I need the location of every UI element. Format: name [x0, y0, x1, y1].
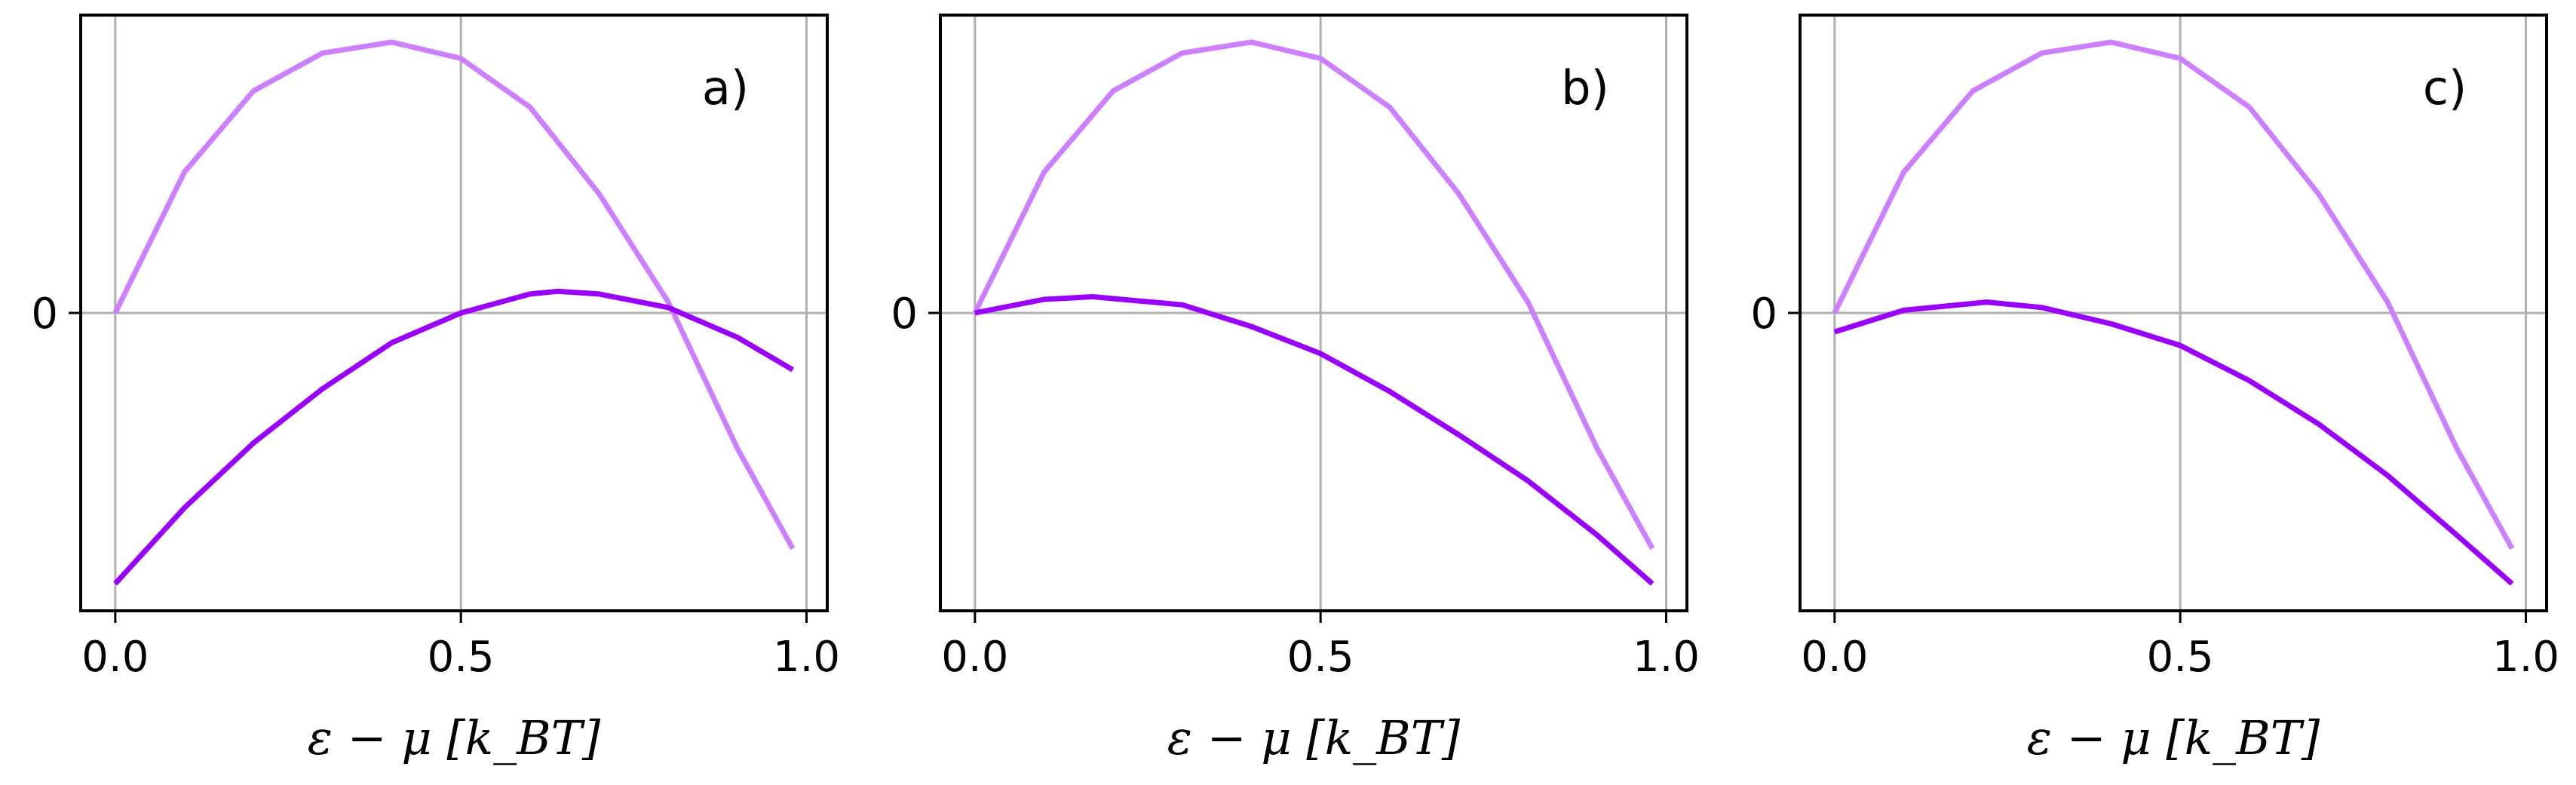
y-tick-label: 0 — [31, 290, 58, 339]
x-tick-label: 0.5 — [2147, 633, 2214, 682]
x-tick-label: 1.0 — [1633, 633, 1700, 682]
series-line-1 — [1832, 39, 2515, 550]
y-tick-label: 0 — [1750, 290, 1777, 339]
x-axis-label: ε − μ [k_BT] — [2027, 710, 2320, 765]
panel-3: 0.0 0.5 1.0 0 c) ε − μ [k_BT] — [1750, 14, 2559, 765]
x-axis-label: ε − μ [k_BT] — [1167, 710, 1461, 765]
panel-2: 0.0 0.5 1.0 0 b) ε − μ [k_BT] — [891, 14, 1700, 765]
panel-1: 0.0 0.5 1.0 0 a) ε − μ [k_BT] — [31, 14, 840, 765]
x-axis-label: ε − μ [k_BT] — [308, 710, 601, 765]
y-tick-label: 0 — [891, 290, 918, 339]
x-tick-label: 0.0 — [1801, 633, 1868, 682]
panel-label: a) — [702, 60, 749, 115]
panel-label: c) — [2423, 60, 2467, 115]
series-line-2 — [1833, 299, 2514, 586]
x-tick-label: 1.0 — [2492, 633, 2559, 682]
panel-label: b) — [1561, 60, 1609, 115]
x-tick-label: 0.5 — [1287, 633, 1354, 682]
x-tick-label: 0.5 — [428, 633, 495, 682]
series-line-1 — [972, 39, 1655, 550]
series-line-2 — [113, 288, 794, 586]
x-tick-label: 0.0 — [81, 633, 149, 682]
x-tick-label: 1.0 — [773, 633, 840, 682]
series-line-1 — [112, 39, 796, 550]
series-line-2 — [974, 294, 1654, 586]
x-tick-label: 0.0 — [941, 633, 1008, 682]
